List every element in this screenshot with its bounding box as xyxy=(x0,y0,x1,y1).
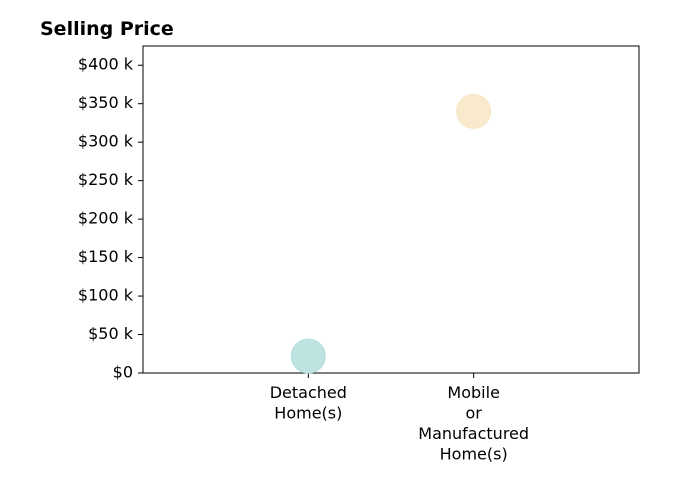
data-point xyxy=(456,93,492,129)
y-tick-label: $100 k xyxy=(78,286,134,305)
y-axis: $0 $50 k $100 k $150 k $200 k $250 k $300 k $35… xyxy=(78,55,143,382)
y-tick-label: $50 k xyxy=(88,324,134,343)
y-tick-label: $0 xyxy=(113,363,133,382)
plot-area-frame xyxy=(142,45,640,374)
x-tick-label: Detached Home(s) xyxy=(270,383,347,423)
x-axis: Detached Home(s) Mobile or Manufactured Home(… xyxy=(270,373,529,464)
y-tick-label: $250 k xyxy=(78,170,134,189)
x-tick-label: Mobile or Manufactured Home(s) xyxy=(418,383,529,464)
y-tick-label: $300 k xyxy=(78,132,134,151)
y-tick-label: $400 k xyxy=(78,55,134,74)
y-tick-label: $150 k xyxy=(78,247,134,266)
data-point xyxy=(290,338,326,374)
chart-title: Selling Price xyxy=(40,18,174,40)
y-tick-label: $200 k xyxy=(78,209,134,228)
data-points xyxy=(290,93,492,374)
y-tick-label: $350 k xyxy=(78,93,134,112)
